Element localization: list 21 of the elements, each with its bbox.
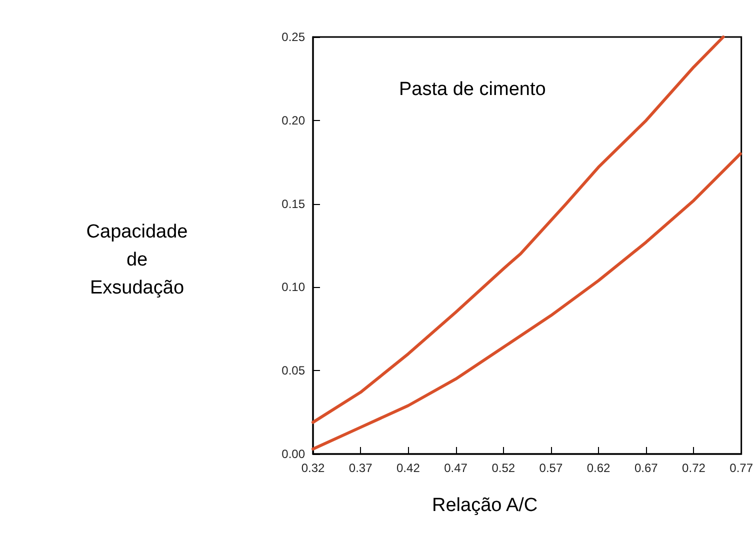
x-tick-label: 0.52 bbox=[492, 461, 516, 475]
annotation: Pasta de cimento bbox=[399, 79, 546, 100]
x-tick-label: 0.77 bbox=[730, 461, 754, 475]
line-series bbox=[312, 36, 725, 424]
y-axis-title: Capacidade de Exsudação bbox=[86, 222, 188, 298]
y-tick-label: 0.20 bbox=[282, 113, 306, 128]
y-tick-label: 0.05 bbox=[282, 364, 306, 378]
y-tick-label: 0.10 bbox=[282, 280, 306, 294]
x-tick-label: 0.57 bbox=[539, 461, 563, 475]
x-tick-label: 0.47 bbox=[444, 461, 468, 475]
x-tick-label: 0.62 bbox=[586, 461, 611, 475]
x-tick-label: 0.32 bbox=[301, 461, 325, 475]
y-tick-label: 0.15 bbox=[282, 196, 306, 211]
x-tick-label: 0.37 bbox=[348, 461, 373, 475]
x-tick-label: 0.72 bbox=[682, 461, 706, 475]
x-axis-title: Relação A/C bbox=[432, 495, 538, 516]
y-tick-label: 0.00 bbox=[282, 447, 306, 461]
x-tick-label: 0.67 bbox=[634, 461, 658, 475]
x-tick-label: 0.42 bbox=[396, 461, 420, 475]
line-series bbox=[312, 152, 742, 450]
y-tick-label: 0.25 bbox=[282, 30, 306, 44]
